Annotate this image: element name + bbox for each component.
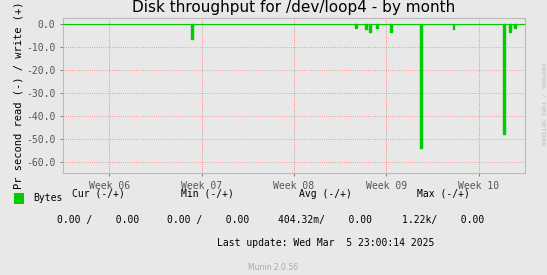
Text: RRDTOOL / TOBI OETIKER: RRDTOOL / TOBI OETIKER — [541, 63, 546, 146]
Text: 1.22k/    0.00: 1.22k/ 0.00 — [402, 215, 484, 225]
Text: Cur (-/+): Cur (-/+) — [72, 189, 125, 199]
Text: 0.00 /    0.00: 0.00 / 0.00 — [167, 215, 249, 225]
Text: 0.00 /    0.00: 0.00 / 0.00 — [57, 215, 139, 225]
Text: Max (-/+): Max (-/+) — [417, 189, 469, 199]
Y-axis label: Pr second read (-) / write (+): Pr second read (-) / write (+) — [13, 2, 23, 189]
Text: 404.32m/    0.00: 404.32m/ 0.00 — [278, 215, 373, 225]
Text: Munin 2.0.56: Munin 2.0.56 — [248, 263, 299, 271]
Text: Last update: Wed Mar  5 23:00:14 2025: Last update: Wed Mar 5 23:00:14 2025 — [217, 238, 434, 248]
Text: Bytes: Bytes — [33, 193, 62, 203]
Title: Disk throughput for /dev/loop4 - by month: Disk throughput for /dev/loop4 - by mont… — [132, 0, 456, 15]
Text: Avg (-/+): Avg (-/+) — [299, 189, 352, 199]
Text: Min (-/+): Min (-/+) — [182, 189, 234, 199]
